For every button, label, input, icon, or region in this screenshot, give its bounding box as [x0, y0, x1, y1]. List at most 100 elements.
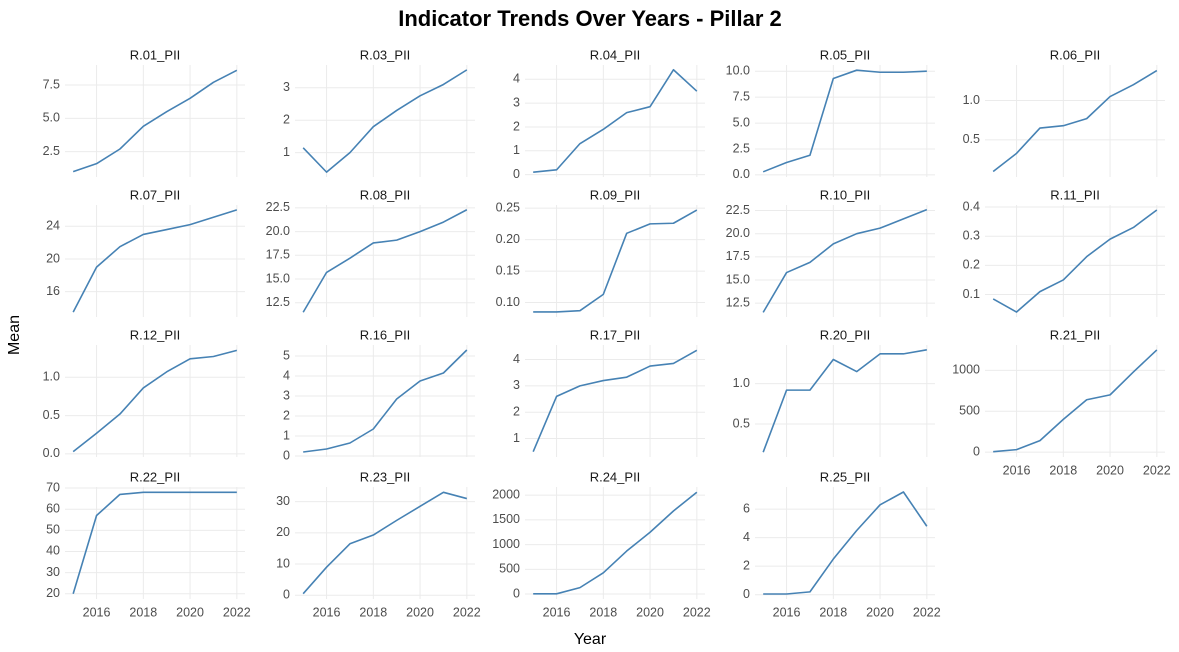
line	[72, 349, 238, 453]
y-tick-label: 2	[513, 404, 520, 418]
x-tick-label: 2016	[543, 605, 571, 619]
y-tick-label: 3	[513, 378, 520, 392]
y-tick-label: 0.10	[496, 295, 520, 309]
panel-title: R.23_PII	[360, 469, 411, 484]
x-tick-label: 2018	[819, 605, 847, 619]
y-tick-label: 1	[283, 145, 290, 159]
line	[302, 209, 468, 313]
y-tick-label: 0	[973, 444, 980, 458]
y-tick-label: 3	[283, 80, 290, 94]
y-tick-label: 4	[513, 72, 520, 86]
x-tick-label: 2022	[1143, 463, 1171, 477]
y-tick-label: 6	[743, 501, 750, 515]
y-tick-label: 24	[46, 219, 60, 233]
y-tick-label: 16	[46, 284, 60, 298]
line	[763, 491, 928, 595]
panel-title: R.10_PII	[820, 187, 871, 202]
y-tick-label: 20	[46, 586, 60, 600]
y-tick-label: 1500	[492, 512, 520, 526]
panel-title: R.09_PII	[590, 187, 641, 202]
y-tick-label: 4	[743, 530, 750, 544]
y-tick-label: 20	[46, 251, 60, 265]
y-tick-label: 7.5	[43, 77, 60, 91]
y-tick-label: 5.0	[43, 111, 60, 125]
x-tick-label: 2018	[129, 605, 157, 619]
y-tick-label: 22.5	[266, 200, 290, 214]
y-tick-label: 10.0	[726, 64, 750, 78]
y-tick-label: 2.5	[43, 144, 60, 158]
y-tick-label: 2.5	[733, 141, 750, 155]
panel-title: R.03_PII	[360, 47, 411, 62]
y-tick-label: 1	[513, 143, 520, 157]
line	[533, 491, 698, 595]
x-tick-label: 2020	[866, 605, 894, 619]
panel-title: R.05_PII	[820, 47, 871, 62]
y-tick-label: 17.5	[266, 248, 290, 262]
panel-title: R.21_PII	[1050, 327, 1101, 342]
y-tick-label: 3	[283, 388, 290, 402]
y-tick-label: 5	[283, 348, 290, 362]
y-tick-label: 3	[513, 95, 520, 109]
x-tick-label: 2020	[406, 605, 434, 619]
y-tick-label: 0.3	[963, 229, 980, 243]
line	[72, 69, 238, 173]
x-tick-label: 2022	[453, 605, 481, 619]
line	[992, 69, 1158, 173]
y-tick-label: 0	[513, 167, 520, 181]
y-tick-label: 1000	[492, 537, 520, 551]
y-tick-label: 4	[283, 368, 290, 382]
y-tick-label: 0.20	[496, 232, 520, 246]
y-tick-label: 500	[959, 404, 980, 418]
y-tick-label: 15.0	[726, 272, 750, 286]
y-tick-label: 0.0	[733, 167, 750, 181]
panel-title: R.12_PII	[130, 327, 181, 342]
y-tick-label: 0.15	[496, 263, 520, 277]
line	[762, 349, 927, 453]
y-tick-label: 0.2	[963, 258, 980, 272]
x-tick-label: 2016	[1003, 463, 1031, 477]
line	[72, 209, 238, 313]
y-tick-label: 7.5	[733, 89, 750, 103]
line	[992, 209, 1158, 313]
y-tick-label: 70	[46, 480, 60, 494]
y-tick-label: 5.0	[733, 115, 750, 129]
x-tick-label: 2018	[1049, 463, 1077, 477]
y-tick-label: 2000	[492, 487, 520, 501]
y-tick-label: 1	[513, 431, 520, 445]
y-tick-label: 20.0	[726, 226, 750, 240]
y-tick-label: 2	[283, 408, 290, 422]
y-tick-label: 30	[276, 494, 290, 508]
panel-title: R.16_PII	[360, 327, 411, 342]
x-tick-label: 2022	[683, 605, 711, 619]
panel-title: R.25_PII	[820, 469, 871, 484]
panel-title: R.24_PII	[590, 469, 641, 484]
y-tick-label: 22.5	[726, 203, 750, 217]
line	[302, 491, 468, 595]
y-tick-label: 0	[283, 448, 290, 462]
x-tick-label: 2018	[589, 605, 617, 619]
panel-title: R.04_PII	[590, 47, 641, 62]
x-tick-label: 2020	[1096, 463, 1124, 477]
y-tick-label: 40	[46, 544, 60, 558]
y-tick-label: 30	[46, 565, 60, 579]
line	[302, 69, 468, 173]
y-tick-label: 1.0	[963, 93, 980, 107]
panel-title: R.01_PII	[130, 47, 181, 62]
y-tick-label: 1.0	[43, 370, 60, 384]
figure-title: Indicator Trends Over Years - Pillar 2	[398, 6, 782, 31]
y-tick-label: 500	[499, 562, 520, 576]
panel-title: R.08_PII	[360, 187, 411, 202]
y-tick-label: 0.0	[43, 446, 60, 460]
panel-title: R.20_PII	[820, 327, 871, 342]
y-tick-label: 0.5	[43, 408, 60, 422]
y-tick-label: 0	[283, 588, 290, 602]
y-tick-label: 0.25	[496, 200, 520, 214]
y-tick-label: 0.5	[733, 416, 750, 430]
x-tick-label: 2016	[773, 605, 801, 619]
y-tick-label: 1	[283, 428, 290, 442]
y-tick-label: 12.5	[726, 295, 750, 309]
x-tick-label: 2016	[83, 605, 111, 619]
y-tick-label: 0	[513, 586, 520, 600]
